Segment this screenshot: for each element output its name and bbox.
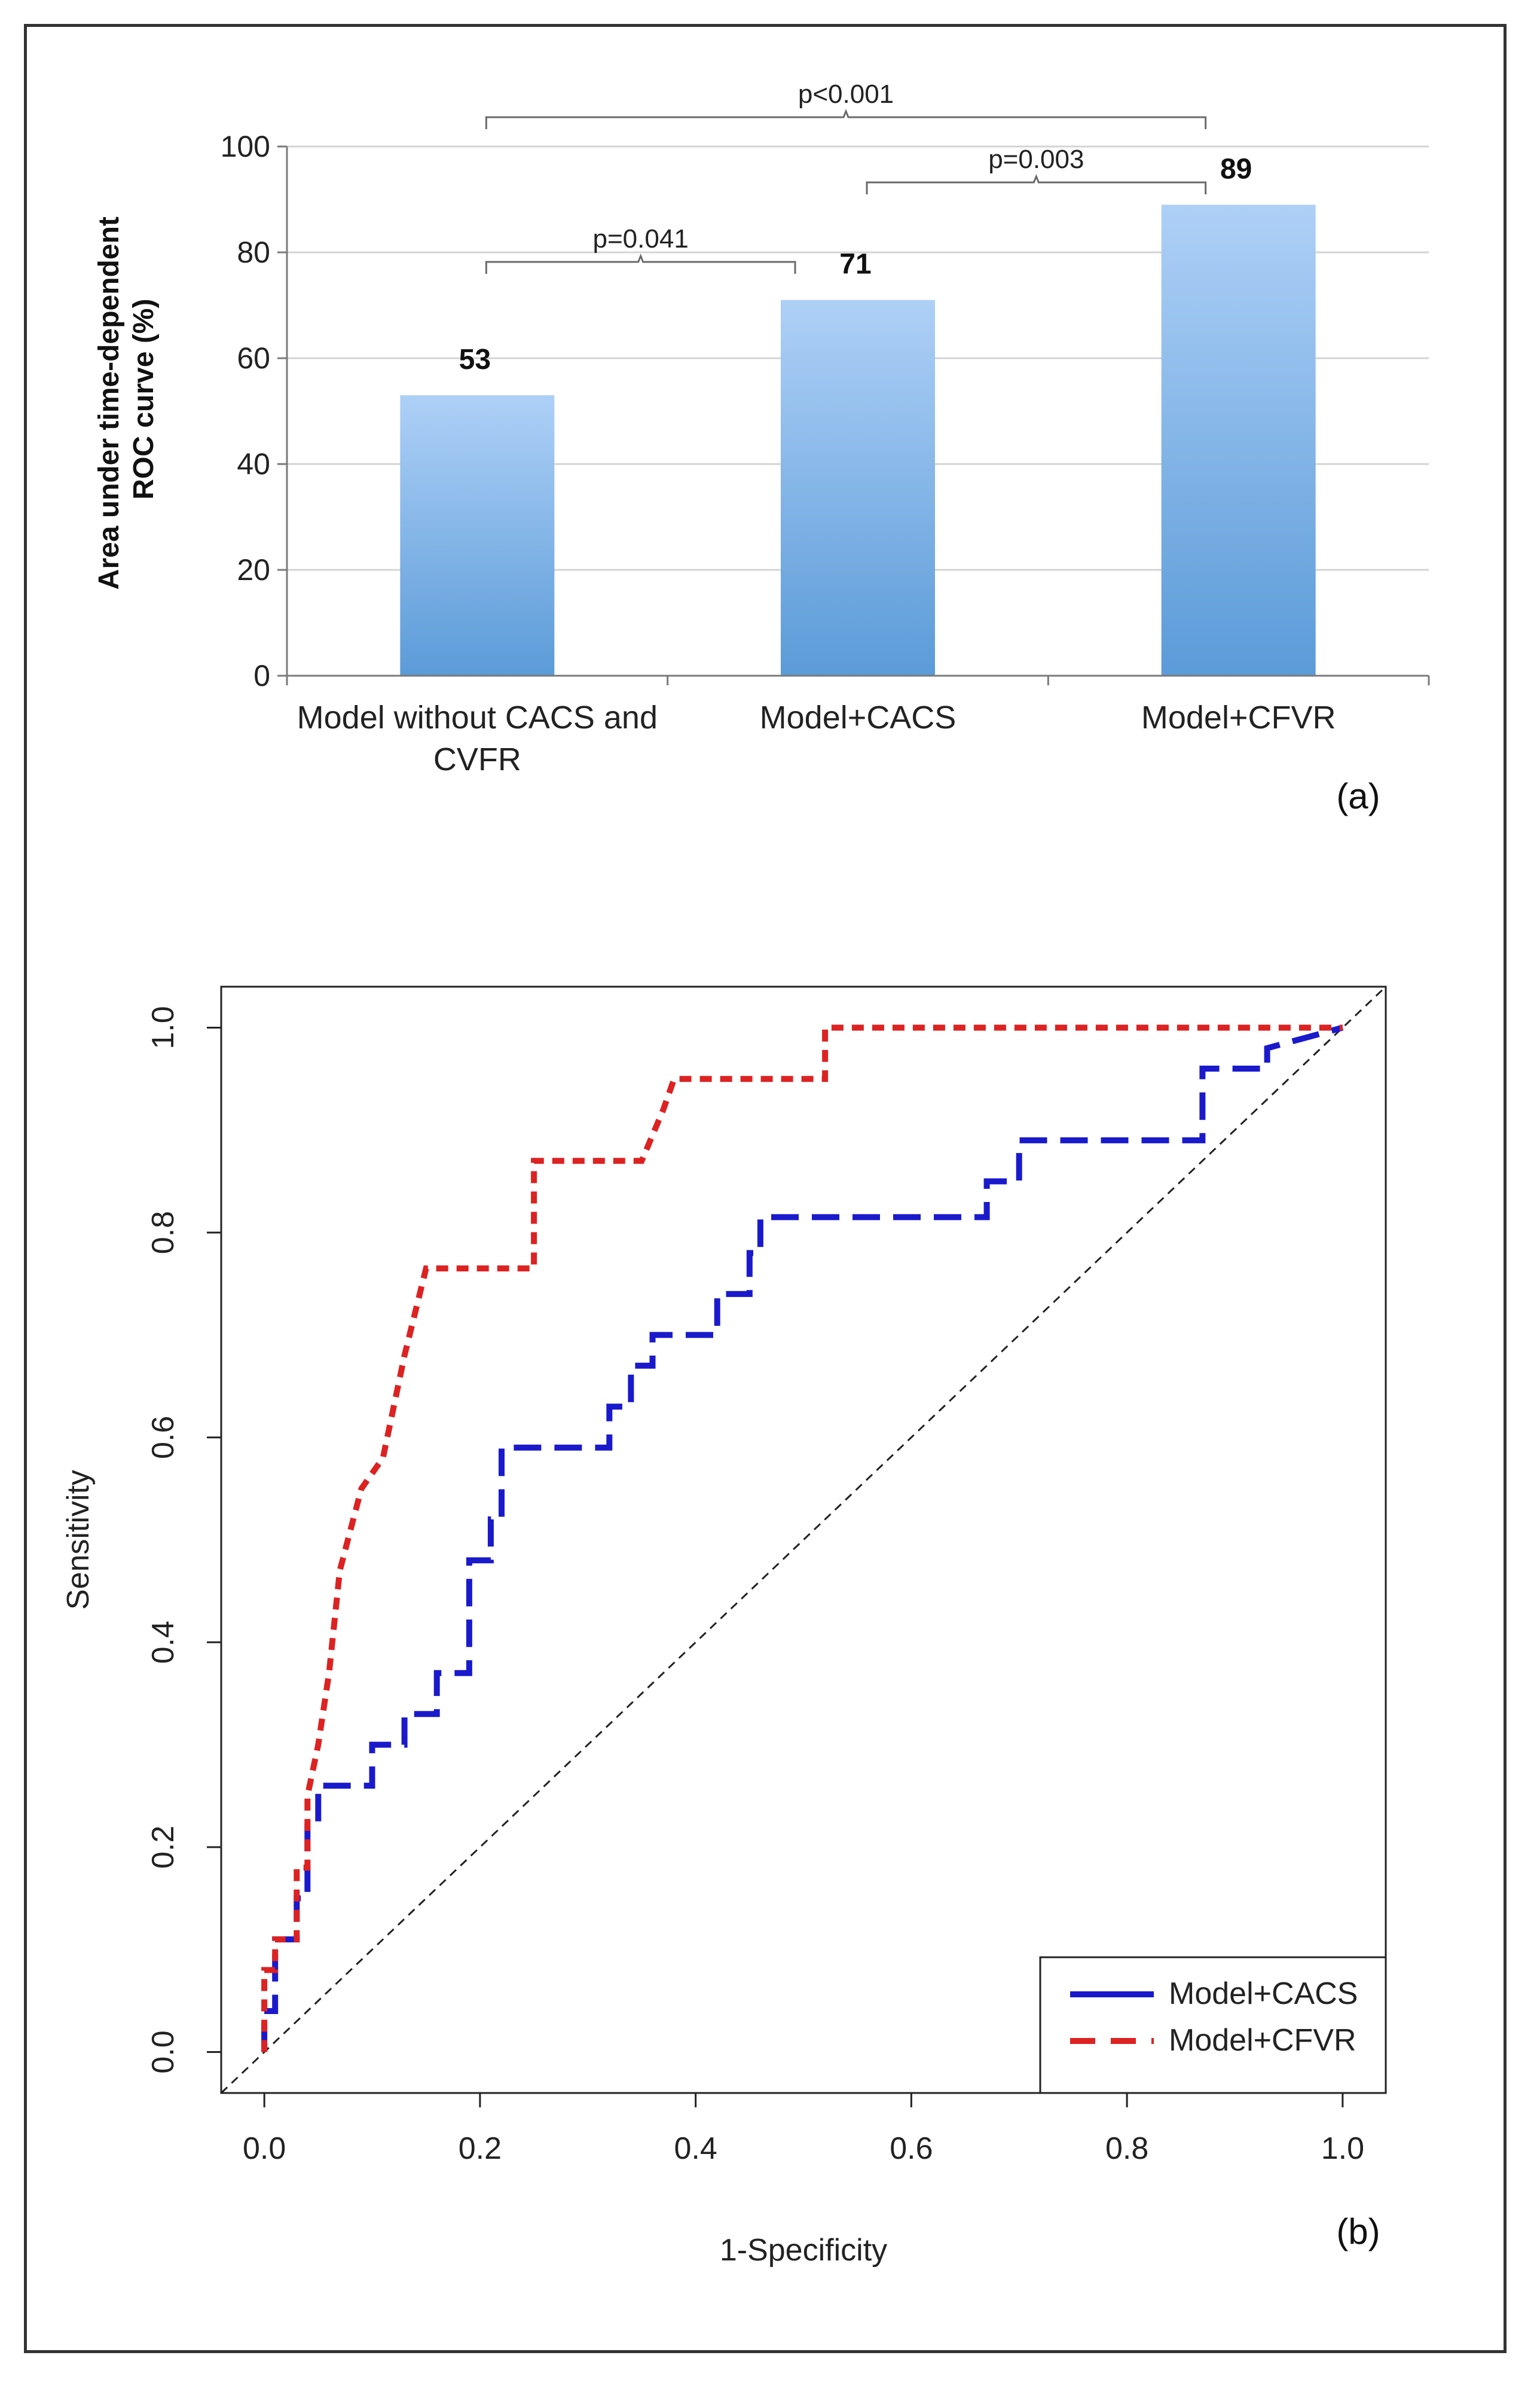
roc-curve-model-cfvr [261, 1024, 1343, 2052]
data-label-model-cacs: 71 [839, 249, 871, 280]
category-label-model-cacs: Model+CACS [760, 700, 957, 736]
y-tick-label-60: 60 [237, 341, 270, 375]
y-tick-label-0-0: 0.0 [146, 2030, 181, 2073]
bracket-label-p-0-001: p<0.001 [798, 80, 894, 109]
x-tick-label-0-8: 0.8 [1105, 2131, 1148, 2166]
bar-categories: Model without CACS and CVFR Model+CACS Mode… [297, 700, 1336, 777]
y-tick-label-0-4: 0.4 [146, 1621, 181, 1664]
bar-y-axis-title: Area under time-dependent ROC curve (%) [93, 209, 160, 590]
panel-a-tag: (a) [1336, 776, 1380, 816]
roc-chart-panel: 0.0 0.2 0.4 0.6 0.8 1.0 0.0 0.2 0.4 0.6 0.8 1.0 1-… [61, 985, 1387, 2268]
y-tick-label-0-6: 0.6 [146, 1416, 181, 1459]
y-tick-label-100: 100 [221, 130, 270, 163]
x-tick-label-0-6: 0.6 [890, 2131, 933, 2166]
x-tick-label-0-2: 0.2 [459, 2131, 502, 2166]
bar-y-axis-title-line1: Area under time-dependent [93, 216, 125, 590]
bar-data-labels: 53 71 89 [459, 153, 1252, 376]
x-tick-label-0-4: 0.4 [674, 2131, 717, 2166]
y-tick-label-0: 0 [253, 659, 270, 692]
legend-label-model-cfvr: Model+CFVR [1169, 2023, 1356, 2058]
bar-model-cfvr [1161, 205, 1316, 676]
roc-y-axis-title: Sensitivity [61, 1470, 96, 1610]
y-tick-label-0-8: 0.8 [146, 1211, 181, 1254]
y-tick-label-1-0: 1.0 [146, 1006, 181, 1049]
data-label-model-cfvr: 89 [1220, 153, 1252, 185]
category-label-model-without-cacs-and-line2: CVFR [433, 742, 521, 777]
y-tick-label-80: 80 [237, 236, 270, 269]
legend-box [1039, 1956, 1387, 2094]
bracket-p-0-001: p<0.001 [485, 80, 1207, 129]
roc-legend: Model+CACS Model+CFVR [1039, 1956, 1387, 2094]
bracket-label-p-0-041: p=0.041 [593, 224, 689, 254]
roc-series [261, 1024, 1344, 2052]
y-tick-label-0-2: 0.2 [146, 1826, 181, 1869]
p-value-brackets: p=0.041 p=0.003 p<0.001 [485, 80, 1207, 274]
bar-model-cacs [781, 300, 935, 676]
bar-y-axis-title-line2: ROC curve (%) [128, 298, 160, 499]
bar-axes [286, 147, 1430, 685]
bar-y-ticks: 0 20 40 60 80 100 [221, 130, 287, 692]
x-tick-label-1-0: 1.0 [1321, 2131, 1364, 2166]
bracket-line-p-0-001 [485, 108, 1207, 129]
bar-model-without-cacs-and [400, 395, 555, 676]
figure-frame [24, 24, 1507, 2353]
data-label-model-without-cacs-and: 53 [459, 344, 491, 376]
category-label-model-without-cacs-and: Model without CACS and [297, 700, 658, 736]
bracket-p-0-041: p=0.041 [485, 224, 796, 274]
roc-x-axis-title: 1-Specificity [720, 2233, 887, 2268]
bar-series [400, 205, 1316, 676]
roc-x-ticks: 0.0 0.2 0.4 0.6 0.8 1.0 [243, 2093, 1364, 2166]
bracket-line-p-0-041 [485, 253, 796, 274]
category-label-model-cfvr: Model+CFVR [1141, 700, 1336, 736]
bracket-p-0-003: p=0.003 [866, 145, 1207, 194]
x-tick-label-0-0: 0.0 [243, 2131, 286, 2166]
y-tick-label-40: 40 [237, 447, 270, 481]
legend-label-model-cacs: Model+CACS [1169, 1976, 1358, 2011]
bracket-line-p-0-003 [866, 173, 1207, 194]
roc-plot-box [220, 985, 1387, 2094]
bracket-label-p-0-003: p=0.003 [988, 145, 1084, 174]
roc-diagonal-reference [220, 985, 1387, 2094]
panel-b-tag: (b) [1336, 2211, 1380, 2251]
y-tick-label-20: 20 [237, 553, 270, 587]
roc-y-ticks: 0.0 0.2 0.4 0.6 0.8 1.0 [146, 1006, 221, 2074]
